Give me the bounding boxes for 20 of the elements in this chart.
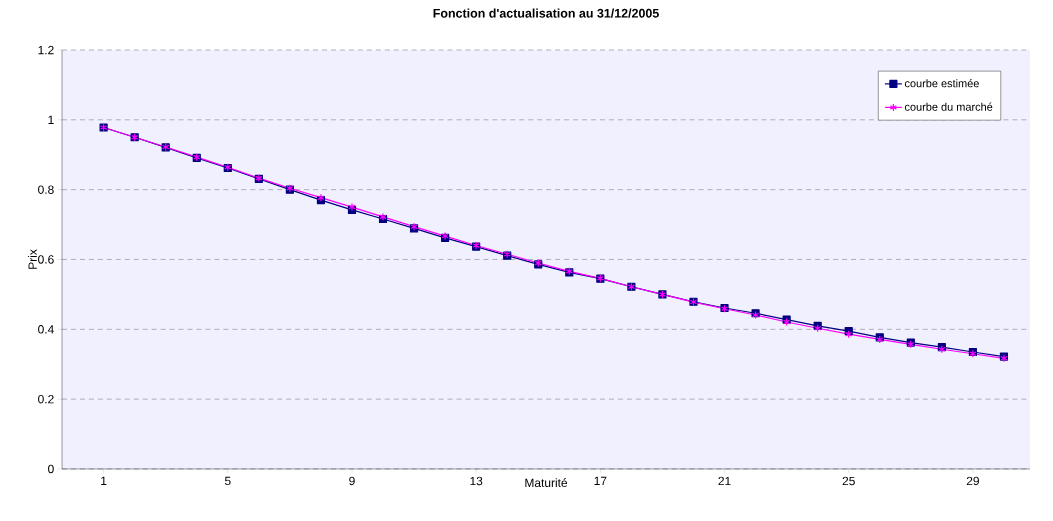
x-tick-label: 25 [842,476,855,486]
x-tick-label: 13 [470,476,483,486]
x-tick-label: 9 [349,476,355,486]
y-tick-label: 1.2 [38,45,54,55]
y-tick-label: 0.4 [38,325,54,334]
legend-label: courbe estimée [904,79,979,88]
y-axis-title: Prix [28,249,37,269]
y-tick-label: 0.6 [38,255,54,264]
y-tick-label: 0.8 [38,185,54,194]
x-tick-label: 21 [718,476,731,486]
y-tick-label: 0 [48,464,54,474]
x-tick-label: 1 [101,476,107,485]
legend-label: courbe du marché [904,102,993,111]
y-tick-label: 0.2 [38,394,54,404]
x-tick-label: 17 [594,476,607,485]
x-tick-label: 5 [224,476,231,486]
y-tick-label: 1 [48,115,54,124]
chart-title: Fonction d'actualisation au 31/12/2005 [433,8,659,18]
x-tick-label: 29 [966,476,979,486]
x-axis-title: Maturité [525,478,568,488]
